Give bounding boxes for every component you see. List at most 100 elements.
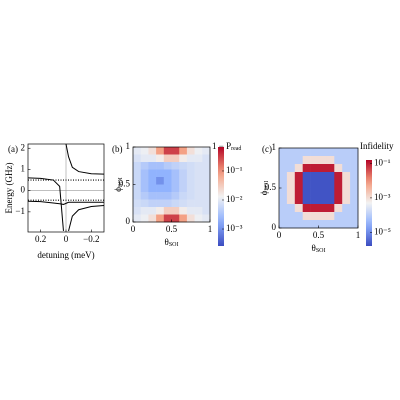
heat-cell (286, 156, 296, 165)
heat-cell (342, 220, 351, 229)
heat-cell (350, 172, 359, 181)
heat-cell (279, 164, 288, 173)
heat-cell (286, 180, 296, 189)
curve (65, 144, 104, 175)
heat-cell (350, 180, 359, 189)
heat-cell (326, 196, 335, 205)
curve (28, 200, 104, 205)
x-tick-label: 0.5 (166, 224, 178, 234)
heat-cell (133, 177, 141, 185)
heat-cell (186, 162, 195, 170)
heat-cell (294, 180, 303, 189)
heat-cell (133, 154, 141, 163)
heat-cell (156, 147, 165, 155)
heat-cell (186, 192, 195, 200)
heat-cell (179, 162, 188, 170)
heat-cell (156, 184, 165, 193)
heat-cell (310, 212, 319, 221)
panel-label: (a) (8, 144, 18, 154)
heat-cell (148, 147, 157, 155)
x-tick-label: 0.2 (35, 234, 46, 244)
heat-cell (156, 199, 165, 208)
heat-cell (302, 204, 311, 213)
heat-cell (310, 148, 319, 157)
heat-cell (342, 212, 351, 221)
heat-cell (326, 156, 335, 165)
heat-cell (148, 169, 157, 178)
heat-cell (310, 204, 319, 213)
colorbar-label: 1 − Pread (212, 141, 241, 152)
heat-cell (342, 172, 351, 181)
heat-cell (186, 214, 195, 223)
heat-cell (194, 147, 203, 155)
heat-cell (342, 156, 351, 165)
colorbar-tick-label: 10⁻³ (374, 192, 391, 202)
heat-cell (140, 154, 149, 163)
heat-cell (334, 148, 343, 157)
heat-cell (294, 164, 303, 173)
colorbar-tick-label: 10⁻² (226, 194, 243, 204)
heat-cell (286, 196, 296, 205)
heat-cell (350, 196, 359, 205)
heat-cell (302, 156, 311, 165)
y-tick-label: 0 (272, 222, 277, 232)
heat-cell (186, 169, 195, 178)
heat-cell (302, 188, 311, 197)
heat-cell (179, 214, 188, 223)
heat-cell (179, 192, 188, 200)
heat-cell (133, 169, 141, 178)
heat-cell (133, 214, 141, 223)
heat-cell (163, 192, 172, 200)
heat-cell (350, 212, 359, 221)
heat-cell (163, 207, 172, 215)
heat-cell (163, 154, 172, 163)
heat-cell (148, 214, 157, 223)
y-tick-label: 2 (21, 142, 26, 152)
heat-cell (286, 212, 296, 221)
heat-cell (286, 148, 296, 157)
heat-cell (171, 184, 180, 193)
heat-cell (318, 172, 327, 181)
heat-cell (334, 172, 343, 181)
heat-cell (326, 164, 335, 173)
heat-cell (156, 169, 165, 178)
heat-cell (163, 147, 172, 155)
heat-cell (302, 212, 311, 221)
heat-cell (334, 188, 343, 197)
heat-cell (163, 214, 172, 223)
heat-cell (171, 154, 180, 163)
y-tick-label: 1 (272, 142, 277, 152)
heat-cell (294, 188, 303, 197)
heat-cell (194, 214, 203, 223)
colorbar (366, 160, 372, 246)
heat-cell (133, 147, 141, 155)
x-axis-label: θSOI (312, 243, 326, 254)
x-tick-label: −0.2 (83, 234, 99, 244)
heat-cell (179, 147, 188, 155)
heat-cell (294, 156, 303, 165)
heat-cell (302, 220, 311, 229)
heat-cell (326, 148, 335, 157)
heat-cell (179, 169, 188, 178)
heat-cell (279, 156, 288, 165)
heat-cell (171, 207, 180, 215)
curve (28, 177, 64, 231)
heat-cell (140, 214, 149, 223)
y-tick-label: 0.5 (265, 182, 277, 192)
heat-cell (334, 156, 343, 165)
heat-cell (140, 162, 149, 170)
heat-cell (302, 196, 311, 205)
heat-cell (194, 177, 203, 185)
heat-cell (279, 220, 288, 229)
heat-cell (163, 177, 172, 185)
heat-cell (310, 156, 319, 165)
heat-cell (194, 184, 203, 193)
heat-cell (350, 156, 359, 165)
heat-cell (202, 154, 211, 163)
heat-cell (279, 148, 288, 157)
y-axis-label: ϕSOI (113, 177, 124, 191)
heat-cell (334, 220, 343, 229)
heat-cell (286, 172, 296, 181)
heat-cell (171, 147, 180, 155)
x-tick-label: 0 (277, 230, 282, 240)
